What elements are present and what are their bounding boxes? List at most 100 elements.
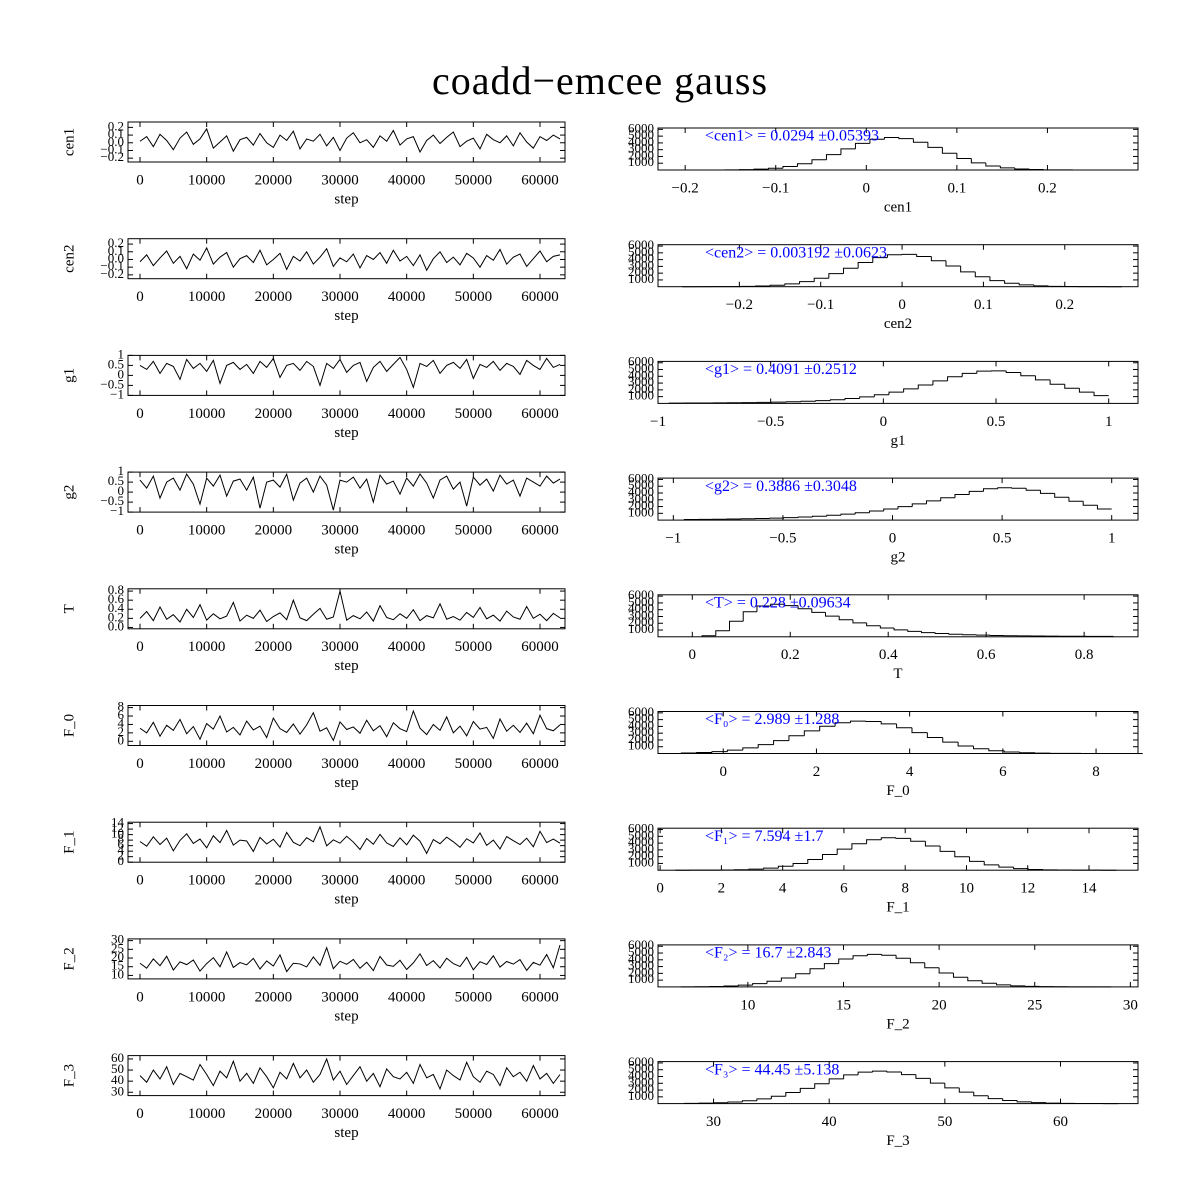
annotation: <g2> = 0.3886 ±0.3048	[705, 478, 857, 495]
y-tick-label: 1000	[628, 1088, 654, 1103]
histogram-bin	[849, 720, 866, 723]
histogram-bin	[958, 1087, 974, 1093]
x-tick-label: 30000	[321, 1106, 359, 1122]
x-tick-label: 20000	[255, 756, 293, 772]
histogram-bin	[903, 388, 919, 393]
y-tick-label: 3000	[628, 724, 654, 739]
histogram-bin	[900, 1071, 916, 1076]
x-tick-label: −0.1	[762, 180, 789, 196]
y-tick-label: 1000	[628, 504, 654, 519]
histogram-bin	[938, 967, 954, 974]
y-tick-label: −1	[110, 386, 124, 401]
y-tick-label: 0	[118, 483, 125, 498]
y-axis-label: cen2	[61, 245, 77, 273]
histogram-bin	[1002, 1098, 1018, 1102]
x-tick-label: 60	[1053, 1114, 1068, 1130]
y-tick-label: 10	[111, 966, 124, 981]
x-tick-label: 50000	[455, 1106, 493, 1122]
histogram-bin	[982, 488, 998, 492]
histogram-bin	[1003, 750, 1020, 753]
histogram-bin	[844, 398, 860, 400]
histogram-bin	[812, 515, 827, 517]
histogram-bin	[945, 260, 961, 267]
histogram-bin	[799, 1087, 815, 1093]
y-tick-label: 0.2	[108, 609, 124, 624]
histogram-bin	[912, 138, 928, 143]
histogram-bin	[784, 283, 800, 286]
histogram-bin	[1033, 284, 1049, 287]
y-tick-label: 25	[111, 940, 124, 955]
plot-frame	[127, 121, 566, 163]
x-tick-label: 6	[840, 881, 848, 897]
histogram-bin	[1078, 388, 1095, 393]
histogram-bin	[866, 622, 881, 627]
histogram-bin	[893, 627, 908, 631]
histogram-bin	[881, 954, 897, 956]
histogram-bin	[843, 1074, 859, 1079]
histogram-bin	[741, 1100, 757, 1102]
histogram-bin	[872, 257, 888, 263]
x-tick-label: 60000	[521, 406, 559, 422]
x-axis-label: F_2	[886, 1016, 909, 1032]
histogram-bin	[997, 487, 1012, 489]
plot-frame	[127, 821, 566, 863]
histogram-bin	[1039, 490, 1055, 494]
x-tick-label: 40000	[388, 406, 426, 422]
histogram-bin	[763, 867, 779, 870]
histogram-bin	[869, 138, 885, 144]
x-tick-label: 30000	[321, 289, 359, 305]
histogram-bin	[854, 512, 870, 515]
histogram-bin	[757, 744, 774, 748]
histogram-bin	[910, 838, 926, 842]
histogram-bin	[897, 506, 913, 509]
y-tick-label: 2000	[628, 964, 654, 979]
y-tick-label: 0.5	[108, 473, 124, 488]
y-tick-label: 4000	[628, 717, 654, 732]
histogram-bin	[828, 1078, 844, 1084]
x-tick-label: 50000	[455, 989, 493, 1005]
histogram-bin	[811, 159, 827, 164]
histogram-bin	[944, 1083, 960, 1089]
histogram-bin	[696, 751, 713, 754]
histogram-bin	[898, 137, 914, 140]
x-tick-label: 60000	[521, 989, 559, 1005]
histogram-bin	[873, 394, 889, 397]
y-tick-label: 1000	[628, 154, 654, 169]
histogram-bin	[973, 1092, 989, 1097]
histogram-bin	[872, 1070, 888, 1073]
histogram-bin	[1096, 505, 1112, 510]
y-tick-label: 4000	[628, 134, 654, 149]
histogram-bin	[952, 972, 968, 978]
y-tick-label: 0.1	[108, 243, 124, 258]
x-tick-label: −0.5	[757, 414, 784, 430]
histogram-bin	[932, 380, 948, 385]
x-tick-label: 30	[706, 1114, 721, 1130]
x-tick-label: 50000	[455, 406, 493, 422]
y-tick-label: 0.0	[108, 134, 124, 149]
histogram-bin	[869, 510, 884, 513]
y-tick-label: 4000	[628, 367, 654, 382]
x-tick-label: 8	[1092, 764, 1100, 780]
x-tick-label: 10000	[188, 1106, 226, 1122]
histogram-bin	[756, 605, 771, 612]
plot-frame	[127, 705, 566, 746]
x-tick-label: 60000	[521, 523, 559, 539]
x-tick-label: 0	[863, 180, 871, 196]
y-tick-label: 4000	[628, 601, 654, 616]
histogram-bin	[917, 384, 933, 389]
x-tick-label: 0.8	[1075, 647, 1094, 663]
histogram-bin	[726, 749, 743, 752]
y-tick-label: 1000	[628, 971, 654, 986]
y-tick-label: 0.6	[108, 591, 125, 606]
y-tick-label: 6000	[628, 821, 654, 836]
x-tick-label: 0.2	[1055, 297, 1074, 313]
plot-frame	[127, 1055, 566, 1097]
y-tick-label: 14	[111, 815, 125, 830]
x-tick-label: 50000	[455, 172, 493, 188]
x-axis-label: cen1	[884, 199, 912, 215]
histogram-bin	[954, 493, 970, 498]
histogram-bin	[1054, 493, 1069, 498]
y-tick-label: 30	[111, 932, 124, 947]
x-tick-label: 0	[656, 881, 664, 897]
histogram-bin	[895, 837, 911, 839]
